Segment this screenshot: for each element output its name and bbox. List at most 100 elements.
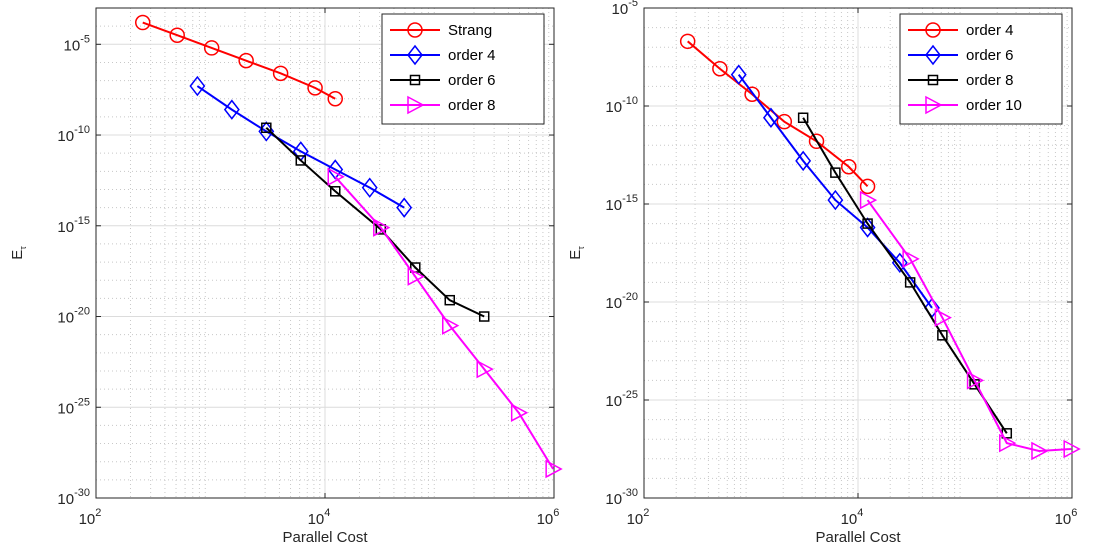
y-tick-label: 10-5 <box>64 33 90 54</box>
legend-entry: Strang <box>390 22 492 39</box>
series-line <box>866 199 1072 452</box>
data-point <box>859 190 878 210</box>
y-tick-label-base: 10 <box>605 491 622 508</box>
data-point <box>327 90 343 107</box>
y-tick-label: 10-5 <box>612 0 638 18</box>
series-line <box>334 176 555 470</box>
y-axis-label-main: E <box>9 250 26 260</box>
y-tick-label-base: 10 <box>57 219 74 236</box>
series-order-10 <box>859 190 1081 461</box>
x-tick-label-base: 10 <box>1055 511 1072 528</box>
data-point <box>272 65 289 82</box>
legend-entry: order 8 <box>390 95 496 115</box>
legend-marker <box>409 74 421 86</box>
data-point <box>169 27 185 43</box>
legend-marker <box>925 22 941 38</box>
y-tick-label-exponent: -30 <box>622 487 638 499</box>
data-point <box>223 99 240 120</box>
y-axis-label-main: E <box>567 250 584 260</box>
y-axis-label: Eτ <box>9 246 28 260</box>
legend-label: order 8 <box>448 97 496 114</box>
data-point <box>407 267 425 286</box>
series-line <box>196 85 405 209</box>
data-point <box>840 159 857 175</box>
data-point <box>795 150 812 172</box>
data-point <box>476 359 494 379</box>
x-tick-label-base: 10 <box>79 511 96 528</box>
x-tick-label-base: 10 <box>841 511 858 528</box>
series-strang <box>134 14 343 107</box>
y-tick-label-exponent: -25 <box>622 389 638 401</box>
legend-entry: order 10 <box>908 95 1022 115</box>
y-tick-label-base: 10 <box>605 197 622 214</box>
y-tick-label-base: 10 <box>605 99 622 116</box>
data-point <box>762 107 779 128</box>
legend-label: order 8 <box>966 72 1014 89</box>
y-tick-label-exponent: -20 <box>74 306 90 318</box>
x-tick-label: 106 <box>1055 507 1078 528</box>
y-tick-label-exponent: -15 <box>622 193 638 205</box>
data-point <box>327 167 345 187</box>
legend-entry: order 6 <box>908 44 1014 66</box>
y-tick-label-base: 10 <box>57 491 74 508</box>
y-tick-label: 10-20 <box>57 306 90 327</box>
y-axis-label: Eτ <box>567 246 586 260</box>
legend-entry: order 6 <box>390 72 496 89</box>
series-line <box>265 127 485 318</box>
data-point <box>441 316 460 335</box>
data-point <box>797 112 809 124</box>
data-point <box>891 252 908 274</box>
data-point <box>966 371 985 390</box>
data-point <box>902 249 920 269</box>
y-tick-label: 10-10 <box>57 124 90 145</box>
y-tick-label-base: 10 <box>64 37 81 54</box>
data-point <box>679 33 696 50</box>
x-tick-label-exponent: 6 <box>553 507 559 519</box>
x-tick-label-exponent: 4 <box>857 507 863 519</box>
y-tick-label-base: 10 <box>612 1 629 18</box>
data-point <box>307 80 323 96</box>
data-point <box>1063 439 1081 459</box>
y-tick-label-base: 10 <box>57 310 74 327</box>
data-point <box>189 75 206 97</box>
data-point <box>444 294 455 306</box>
data-point <box>1031 441 1049 461</box>
y-axis-label-subscript: τ <box>576 246 586 250</box>
series-line <box>737 74 933 309</box>
y-tick-label-base: 10 <box>57 128 74 145</box>
legend-label: Strang <box>448 22 492 39</box>
data-point <box>937 330 948 341</box>
x-tick-label-exponent: 4 <box>324 507 330 519</box>
x-tick-label-exponent: 2 <box>643 507 649 519</box>
y-tick-label: 10-15 <box>605 193 638 214</box>
legend-marker <box>407 44 423 66</box>
data-point <box>238 52 254 69</box>
chart-panel-1: 102 104 10610-510-1010-1510-2010-2510-30Pa… <box>9 7 563 546</box>
series-line <box>687 40 869 188</box>
data-point <box>859 178 876 195</box>
data-point <box>295 155 307 166</box>
legend-marker <box>407 22 423 38</box>
series-order-6 <box>261 122 490 322</box>
data-point <box>327 159 344 180</box>
data-point <box>261 122 272 134</box>
y-tick-label-exponent: -10 <box>74 124 90 136</box>
x-tick-label-base: 10 <box>537 511 554 528</box>
x-axis-label: Parallel Cost <box>815 529 901 546</box>
x-tick-label-exponent: 6 <box>1071 507 1077 519</box>
data-point <box>904 277 916 288</box>
x-tick-label-base: 10 <box>627 511 644 528</box>
series-line <box>142 21 336 100</box>
legend-label: order 10 <box>966 97 1022 114</box>
data-point <box>999 433 1017 453</box>
y-tick-label: 10-30 <box>57 487 90 508</box>
y-tick-label: 10-25 <box>57 396 90 417</box>
data-point <box>827 189 844 211</box>
legend-label: order 6 <box>448 72 496 89</box>
data-point <box>373 218 391 237</box>
legend-marker <box>927 74 939 86</box>
data-point <box>134 14 151 31</box>
y-tick-label-exponent: -10 <box>622 95 638 107</box>
data-point <box>361 177 378 198</box>
